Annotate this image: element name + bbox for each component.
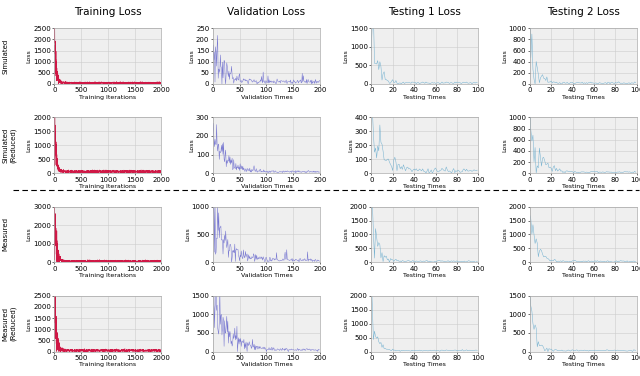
Text: Testing 2 Loss: Testing 2 Loss bbox=[547, 7, 620, 17]
X-axis label: Testing Times: Testing Times bbox=[403, 95, 446, 100]
Text: Measured
(Reduced): Measured (Reduced) bbox=[3, 306, 16, 341]
Y-axis label: Loss: Loss bbox=[26, 49, 31, 63]
X-axis label: Validation Times: Validation Times bbox=[241, 273, 292, 278]
X-axis label: Validation Times: Validation Times bbox=[241, 95, 292, 100]
Text: Simulated
(Reduced): Simulated (Reduced) bbox=[3, 127, 16, 163]
X-axis label: Testing Times: Testing Times bbox=[403, 362, 446, 367]
Y-axis label: Loss: Loss bbox=[189, 138, 195, 152]
Y-axis label: Loss: Loss bbox=[26, 227, 31, 241]
Text: Measured: Measured bbox=[3, 217, 8, 252]
X-axis label: Validation Times: Validation Times bbox=[241, 362, 292, 367]
Y-axis label: Loss: Loss bbox=[344, 317, 348, 331]
X-axis label: Training Iterations: Training Iterations bbox=[79, 184, 136, 189]
Text: Simulated: Simulated bbox=[3, 38, 8, 74]
Y-axis label: Loss: Loss bbox=[502, 227, 507, 241]
X-axis label: Testing Times: Testing Times bbox=[403, 184, 446, 189]
Y-axis label: Loss: Loss bbox=[344, 49, 348, 63]
Y-axis label: Loss: Loss bbox=[26, 317, 31, 331]
X-axis label: Testing Times: Testing Times bbox=[562, 362, 605, 367]
X-axis label: Testing Times: Testing Times bbox=[403, 273, 446, 278]
X-axis label: Testing Times: Testing Times bbox=[562, 95, 605, 100]
X-axis label: Validation Times: Validation Times bbox=[241, 184, 292, 189]
Text: Training Loss: Training Loss bbox=[74, 7, 141, 17]
X-axis label: Training Iterations: Training Iterations bbox=[79, 95, 136, 100]
Y-axis label: Loss: Loss bbox=[344, 227, 348, 241]
Y-axis label: Loss: Loss bbox=[502, 317, 507, 331]
Y-axis label: Loss: Loss bbox=[185, 227, 190, 241]
Text: Validation Loss: Validation Loss bbox=[227, 7, 305, 17]
Y-axis label: Loss: Loss bbox=[502, 49, 507, 63]
X-axis label: Training Iterations: Training Iterations bbox=[79, 273, 136, 278]
X-axis label: Training Iterations: Training Iterations bbox=[79, 362, 136, 367]
X-axis label: Testing Times: Testing Times bbox=[562, 273, 605, 278]
Y-axis label: Loss: Loss bbox=[185, 317, 190, 331]
X-axis label: Testing Times: Testing Times bbox=[562, 184, 605, 189]
Y-axis label: Loss: Loss bbox=[348, 138, 353, 152]
Y-axis label: Loss: Loss bbox=[189, 49, 195, 63]
Y-axis label: Loss: Loss bbox=[502, 138, 507, 152]
Y-axis label: Loss: Loss bbox=[26, 138, 31, 152]
Text: Testing 1 Loss: Testing 1 Loss bbox=[388, 7, 461, 17]
